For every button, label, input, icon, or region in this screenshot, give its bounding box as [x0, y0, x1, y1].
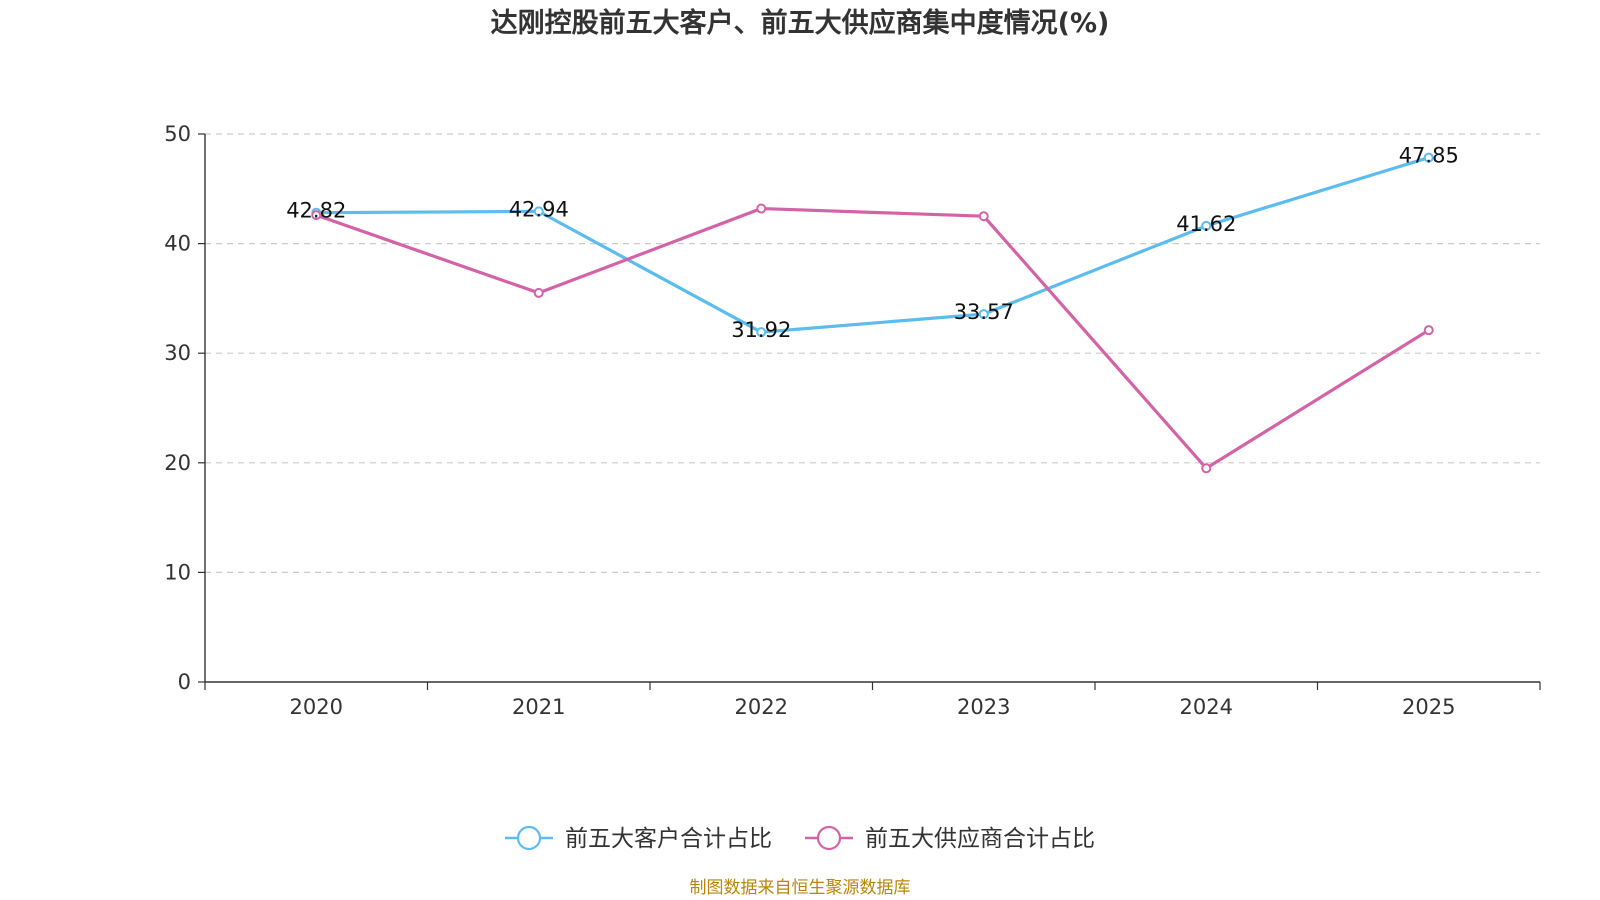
series-line-0 — [316, 156, 1430, 334]
legend-marker-1 — [816, 825, 842, 851]
series-1-point-2025 — [1423, 325, 1434, 336]
x-tick-label-2023: 2023 — [957, 695, 1010, 719]
series-1-point-2021 — [533, 287, 544, 298]
legend[interactable]: 前五大客户合计占比 前五大供应商合计占比 — [505, 825, 1095, 852]
series-1-point-2020 — [311, 210, 322, 221]
data-label-2021: 42.94 — [509, 197, 569, 221]
x-tick-label-2020: 2020 — [290, 695, 343, 719]
x-tick-label-2024: 2024 — [1180, 695, 1233, 719]
x-tick-label-2022: 2022 — [735, 695, 788, 719]
y-tick-label-30: 30 — [164, 341, 191, 365]
data-label-2020: 42.82 — [286, 199, 346, 223]
data-label-2025: 47.85 — [1399, 144, 1459, 168]
data-label-2022: 31.92 — [731, 318, 791, 342]
source-note: 制图数据来自恒生聚源数据库 — [690, 878, 911, 898]
legend-item-1[interactable]: 前五大供应商合计占比 — [805, 825, 1095, 852]
grid-lines — [205, 133, 1540, 574]
data-label-2023: 33.57 — [954, 300, 1014, 324]
data-label-2024: 41.62 — [1176, 212, 1236, 236]
legend-label-1: 前五大供应商合计占比 — [865, 826, 1095, 852]
series-0-point-2023 — [978, 309, 989, 320]
axes: 0 10 20 30 40 50 2020 2021 2022 2023 2024 2025 — [164, 122, 1541, 719]
y-tick-label-20: 20 — [164, 451, 191, 475]
x-tick-label-2025: 2025 — [1402, 695, 1455, 719]
series-1-point-2024 — [1201, 463, 1212, 474]
legend-marker-0 — [516, 825, 542, 851]
series-line-1 — [315, 206, 1430, 470]
legend-item-0[interactable]: 前五大客户合计占比 — [505, 825, 772, 852]
series-1-point-2022 — [756, 203, 767, 214]
y-tick-label-50: 50 — [164, 122, 191, 146]
y-tick-label-10: 10 — [164, 560, 191, 584]
y-tick-label-40: 40 — [164, 232, 191, 256]
legend-label-0: 前五大客户合计占比 — [565, 826, 772, 852]
series-0-point-2025 — [1423, 152, 1434, 163]
series-group — [311, 152, 1434, 474]
series-0-point-2022 — [756, 327, 767, 338]
y-tick-label-0: 0 — [178, 670, 191, 694]
data-labels: 42.82 42.94 31.92 33.57 41.62 47.85 — [286, 144, 1459, 343]
series-1-point-2023 — [978, 211, 989, 222]
x-tick-label-2021: 2021 — [512, 695, 565, 719]
series-0-point-2021 — [533, 206, 544, 217]
series-0-point-2024 — [1201, 220, 1212, 231]
chart-title: 达刚控股前五大客户、前五大供应商集中度情况(%) — [491, 7, 1110, 39]
